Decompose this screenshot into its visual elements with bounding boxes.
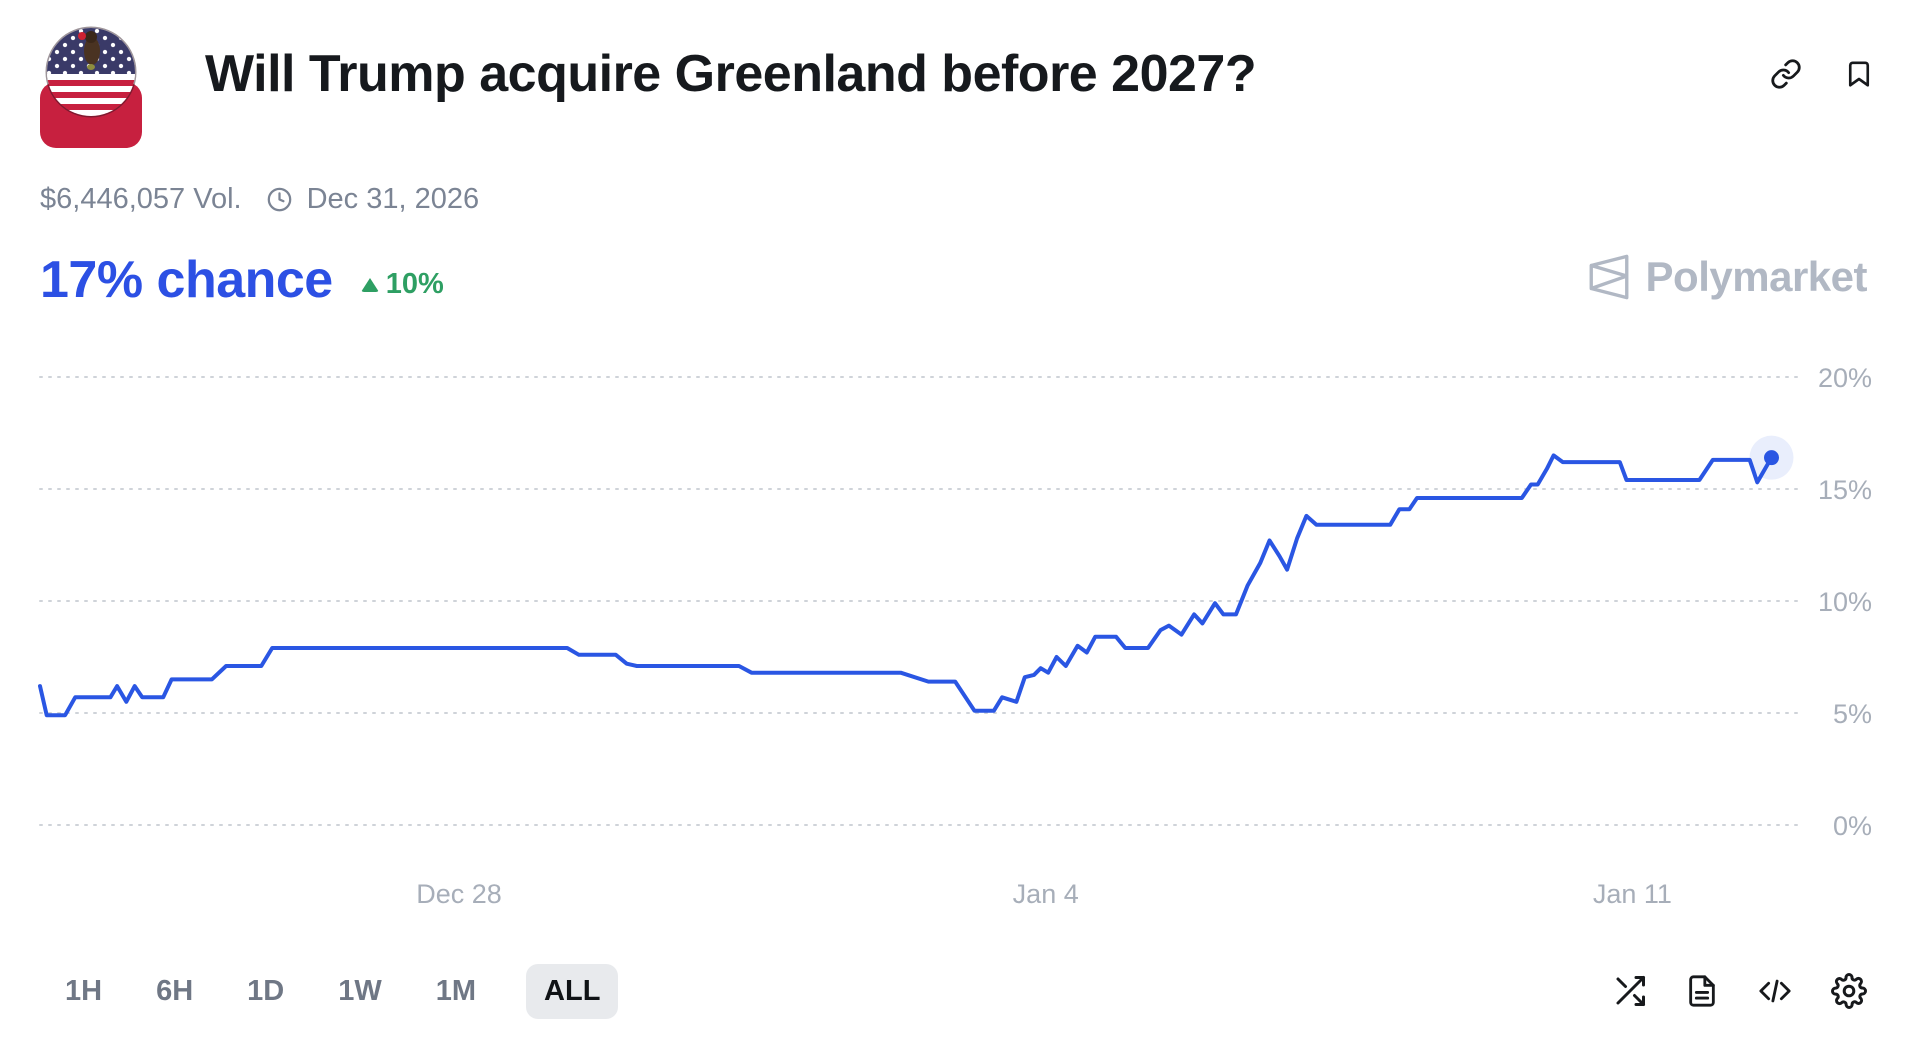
link-icon <box>1771 59 1801 89</box>
range-1w[interactable]: 1W <box>338 974 382 1007</box>
chance-delta: 10% <box>360 268 444 310</box>
settings-icon <box>1831 973 1867 1009</box>
embed-code-icon <box>1759 979 1791 1003</box>
range-6h[interactable]: 6H <box>156 974 194 1007</box>
range-all-selected[interactable]: ALL <box>526 963 619 1019</box>
y-tick-label: 20% <box>1818 363 1872 393</box>
clock-icon <box>267 187 291 212</box>
x-tick-label: Jan 4 <box>1013 879 1079 909</box>
us-flag-eagle-avatar <box>47 28 135 116</box>
market-avatar <box>40 28 142 148</box>
file-text-icon <box>1689 975 1715 1007</box>
x-tick-label: Jan 11 <box>1593 879 1672 909</box>
y-tick-label: 10% <box>1818 587 1872 617</box>
eagle-icon <box>78 31 100 70</box>
embed-code-button[interactable] <box>1756 974 1794 1008</box>
chance-value: 17% chance <box>40 251 333 309</box>
copy-link-button[interactable] <box>1770 58 1802 90</box>
footer-icons <box>1612 960 1867 1022</box>
market-stats: $6,446,057 Vol. Dec 31, 2026 <box>40 183 479 216</box>
shuffle-button[interactable] <box>1612 973 1648 1009</box>
clock-wrap <box>266 186 293 213</box>
chance-row: 17% chance 10% <box>40 250 444 310</box>
delta-value: 10% <box>385 268 444 300</box>
y-tick-label: 15% <box>1818 475 1872 505</box>
settings-button[interactable] <box>1831 973 1867 1009</box>
range-1m[interactable]: 1M <box>435 974 477 1007</box>
chart-footer: 1H 6H 1D 1W 1M ALL <box>0 960 1912 1022</box>
bookmark-button[interactable] <box>1844 58 1874 90</box>
header-actions <box>1770 58 1874 90</box>
range-1h[interactable]: 1H <box>65 974 103 1007</box>
polymarket-wordmark: Polymarket <box>1645 253 1868 300</box>
price-line <box>38 453 1774 718</box>
y-tick-label: 0% <box>1833 811 1872 841</box>
document-button[interactable] <box>1685 973 1719 1009</box>
end-marker-dot <box>1764 450 1780 466</box>
shuffle-icon <box>1616 976 1645 1006</box>
page-title: Will Trump acquire Greenland before 2027… <box>205 45 1257 103</box>
y-tick-label: 5% <box>1833 699 1872 729</box>
end-date-label: Dec 31, 2026 <box>306 183 480 215</box>
polymarket-logo-icon <box>1589 254 1628 300</box>
volume-label: $6,446,057 Vol. <box>40 183 242 215</box>
bookmark-icon <box>1848 61 1870 87</box>
x-tick-label: Dec 28 <box>416 879 502 909</box>
polymarket-watermark[interactable]: Polymarket <box>1585 253 1868 301</box>
triangle-up-icon <box>360 277 379 292</box>
range-buttons: 1H 6H 1D 1W 1M ALL <box>61 960 619 1022</box>
range-1d[interactable]: 1D <box>247 974 285 1007</box>
price-chart[interactable]: 20% 15% 10% 5% 0% Dec 28 Jan 4 Jan 11 <box>0 330 1912 930</box>
